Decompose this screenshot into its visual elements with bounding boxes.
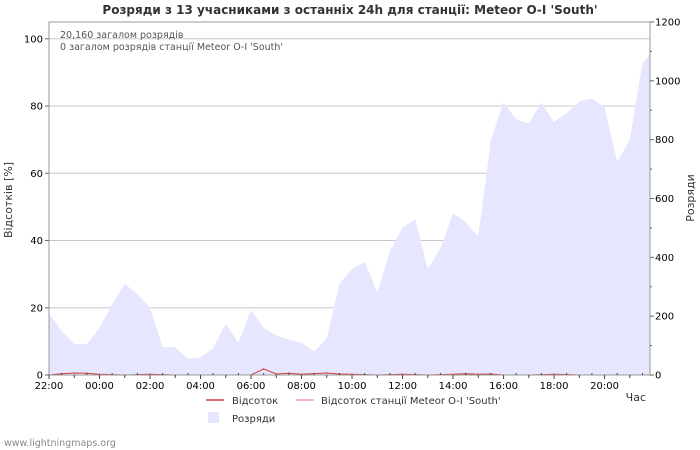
left-axis-ticks: 0 20 40 60 80 100 xyxy=(24,34,49,382)
legend-label-station-percent: Відсоток станції Meteor O-I 'South' xyxy=(321,395,501,407)
right-tick-label: 0 xyxy=(655,371,661,382)
percent-point xyxy=(262,368,265,370)
x-axis-label: Час xyxy=(626,391,646,404)
right-axis-ticks: 0 200 400 600 800 1000 1200 xyxy=(650,18,680,382)
left-tick-label: 80 xyxy=(30,102,43,113)
x-tick-label: 04:00 xyxy=(186,381,215,392)
x-tick-label: 02:00 xyxy=(136,381,165,392)
right-tick-label: 200 xyxy=(655,312,674,323)
legend: Відсоток Відсоток станції Meteor O-I 'So… xyxy=(206,395,501,425)
x-tick-label: 10:00 xyxy=(338,381,367,392)
legend-swatch-strikes xyxy=(208,412,219,423)
x-tick-label: 06:00 xyxy=(237,381,266,392)
x-tick-label: 14:00 xyxy=(439,381,468,392)
plot-area xyxy=(48,21,651,376)
x-tick-label: 22:00 xyxy=(35,381,64,392)
left-tick-label: 0 xyxy=(37,371,43,382)
left-tick-label: 20 xyxy=(30,303,43,314)
left-tick-label: 100 xyxy=(24,34,43,45)
x-tick-label: 12:00 xyxy=(388,381,417,392)
right-tick-label: 1000 xyxy=(655,76,680,87)
annotation-station-strikes: 0 загалом розрядів станції Meteor O-I 'S… xyxy=(60,42,283,53)
percent-point xyxy=(326,372,328,374)
percent-point xyxy=(73,372,76,374)
left-tick-label: 40 xyxy=(30,236,43,247)
x-tick-label: 18:00 xyxy=(540,381,569,392)
x-tick-label: 20:00 xyxy=(590,381,619,392)
left-tick-label: 60 xyxy=(30,169,43,180)
x-axis-ticks: 22:00 00:00 02:00 04:00 06:00 08:00 10:00 12:00… xyxy=(35,373,643,392)
strikes-area-series xyxy=(49,54,650,376)
chart-title: Розряди з 13 учасниками з останніх 24h д… xyxy=(102,3,597,17)
right-axis-label: Розряди xyxy=(684,174,697,222)
right-tick-label: 800 xyxy=(655,135,674,146)
right-tick-label: 1200 xyxy=(655,18,680,29)
right-tick-label: 600 xyxy=(655,194,674,205)
x-tick-label: 08:00 xyxy=(287,381,316,392)
annotation-total-strikes: 20,160 загалом розрядів xyxy=(60,30,184,41)
x-tick-label: 00:00 xyxy=(85,381,114,392)
legend-label-strikes: Розряди xyxy=(232,414,275,425)
legend-label-percent: Відсоток xyxy=(232,395,278,407)
percent-point xyxy=(275,373,278,375)
left-axis-label: Відсотків [%] xyxy=(2,162,15,238)
x-tick-label: 16:00 xyxy=(489,381,518,392)
footer-site: www.lightningmaps.org xyxy=(4,438,116,449)
right-tick-label: 400 xyxy=(655,253,674,264)
